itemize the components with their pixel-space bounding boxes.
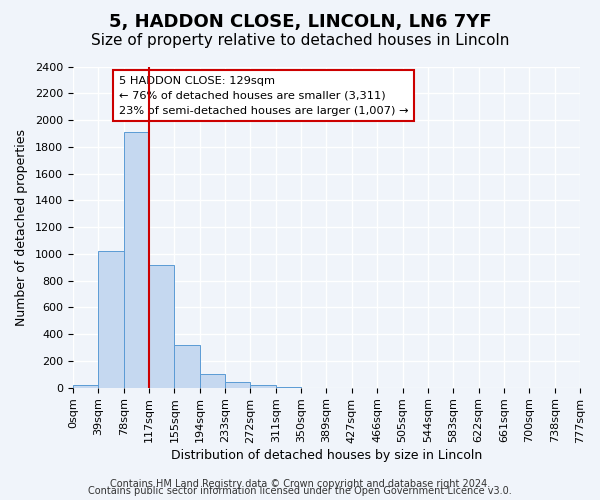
Bar	[200, 374, 225, 388]
Bar	[73, 385, 98, 388]
Text: 5, HADDON CLOSE, LINCOLN, LN6 7YF: 5, HADDON CLOSE, LINCOLN, LN6 7YF	[109, 12, 491, 30]
Bar	[149, 264, 175, 388]
Text: 5 HADDON CLOSE: 129sqm
← 76% of detached houses are smaller (3,311)
23% of semi-: 5 HADDON CLOSE: 129sqm ← 76% of detached…	[119, 76, 408, 116]
Text: Contains HM Land Registry data © Crown copyright and database right 2024.: Contains HM Land Registry data © Crown c…	[110, 479, 490, 489]
Bar	[175, 345, 200, 388]
Text: Contains public sector information licensed under the Open Government Licence v3: Contains public sector information licen…	[88, 486, 512, 496]
Bar	[276, 387, 301, 388]
Text: Size of property relative to detached houses in Lincoln: Size of property relative to detached ho…	[91, 32, 509, 48]
Bar	[98, 251, 124, 388]
Bar	[250, 385, 276, 388]
X-axis label: Distribution of detached houses by size in Lincoln: Distribution of detached houses by size …	[171, 450, 482, 462]
Bar	[225, 382, 250, 388]
Bar	[124, 132, 149, 388]
Y-axis label: Number of detached properties: Number of detached properties	[15, 128, 28, 326]
